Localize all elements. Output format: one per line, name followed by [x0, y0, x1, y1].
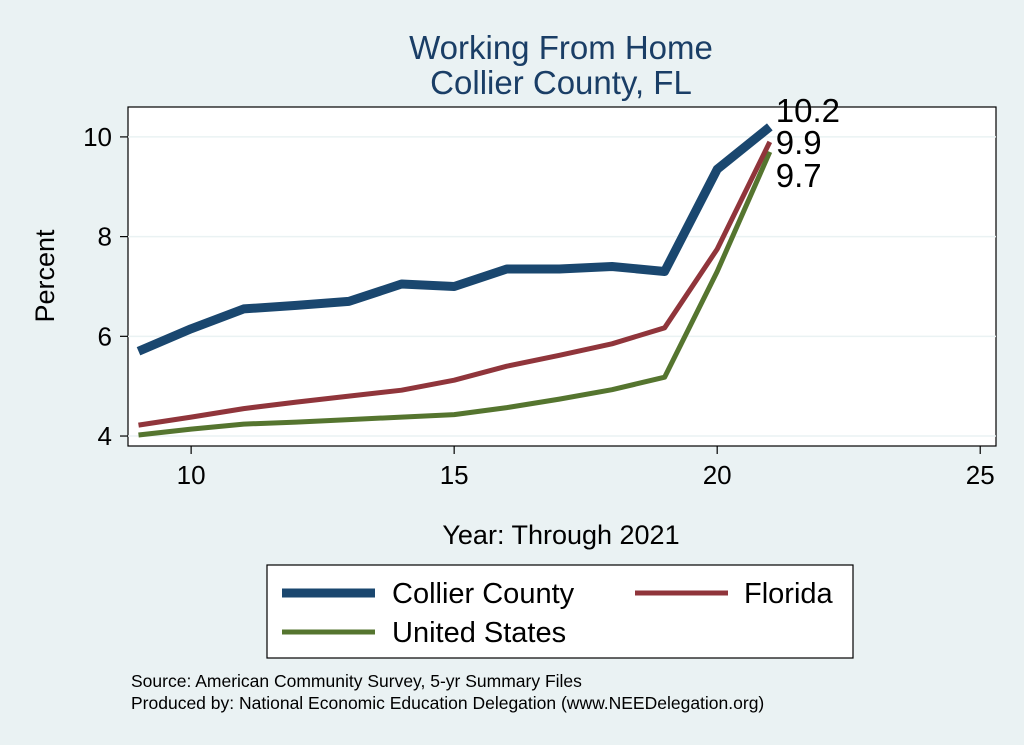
y-tick-label: 6: [98, 321, 112, 351]
end-label-2: 9.7: [776, 157, 822, 194]
series-line-0: [136, 123, 773, 356]
series-line-1: [138, 140, 773, 428]
end-label-0: 10.2: [776, 92, 840, 129]
x-tick-label: 20: [703, 460, 732, 490]
y-tick-label: 4: [98, 421, 112, 451]
x-axis-label: Year: Through 2021: [442, 520, 679, 550]
source-note: Source: American Community Survey, 5-yr …: [131, 671, 582, 691]
chart-title-line-1: Working From Home: [409, 29, 713, 66]
y-tick-label: 10: [83, 122, 112, 152]
series-lines: [136, 123, 773, 438]
gridlines: [128, 136, 996, 437]
legend: [266, 564, 854, 659]
x-tick-label: 15: [440, 460, 469, 490]
legend-label-florida: Florida: [744, 578, 834, 610]
plot-area: [127, 106, 997, 447]
producer-note: Produced by: National Economic Education…: [131, 693, 764, 713]
y-tick-label: 8: [98, 222, 112, 252]
legend-label-us: United States: [392, 617, 566, 649]
axis-ticks: 4 6 8 10 10 15 20 25: [83, 122, 995, 490]
x-tick-label: 10: [177, 460, 206, 490]
legend-label-collier: Collier County: [392, 578, 575, 610]
x-tick-label: 25: [966, 460, 995, 490]
series-line-2: [138, 150, 773, 438]
end-label-1: 9.9: [776, 124, 822, 161]
y-axis-label: Percent: [30, 229, 60, 323]
chart-title-line-2: Collier County, FL: [430, 64, 692, 101]
end-labels: 10.29.99.7: [776, 92, 840, 194]
